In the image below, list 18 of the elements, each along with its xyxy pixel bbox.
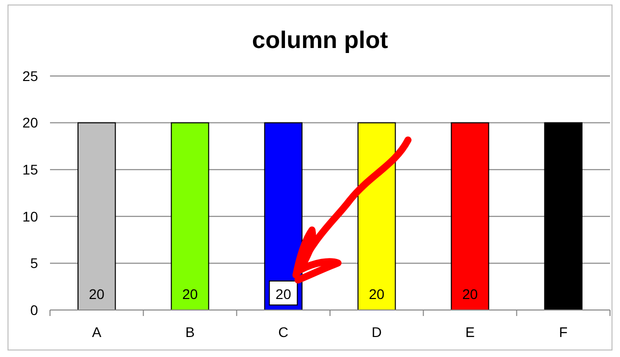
y-tick-label: 0 — [30, 302, 38, 318]
data-label: 20 — [368, 286, 385, 302]
y-tick-label: 10 — [22, 208, 38, 224]
x-tick-label: D — [372, 324, 382, 340]
data-label: 20 — [182, 286, 198, 302]
y-tick-label: 25 — [22, 68, 38, 84]
x-tick-label: A — [92, 324, 102, 340]
x-tick-label: F — [559, 324, 568, 340]
x-tick-label: C — [278, 324, 288, 340]
data-label: 20 — [276, 286, 292, 302]
x-tick-label: E — [465, 324, 475, 340]
x-tick-label: B — [185, 324, 195, 340]
y-tick-label: 5 — [30, 255, 38, 272]
chart-title: column plot — [252, 27, 388, 54]
y-tick-label: 20 — [22, 114, 38, 131]
data-label: 20 — [462, 286, 478, 302]
data-label: 20 — [88, 286, 105, 302]
y-tick-label: 15 — [22, 162, 38, 178]
